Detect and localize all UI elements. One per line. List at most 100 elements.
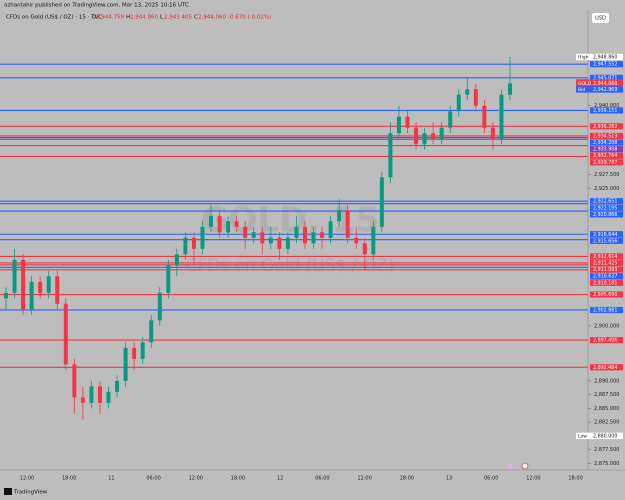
level-label: 2,930.787 [593,160,617,166]
y-tick-label: 2,887.500 [594,392,619,398]
candle-body [260,232,265,244]
candle-body [132,347,137,359]
legend: CFDs on Gold (US$ / OZ) · 15 · TVC O 2,94… [6,15,271,21]
level-label: 2,922.195 [593,205,617,211]
level-label-box [590,337,623,344]
price-tag-label: 2,944.060 [593,81,617,87]
level-label: 2,905.690 [593,292,617,298]
x-tick-label: 13 [446,476,452,482]
level-label: 2,936.262 [593,124,617,130]
price-tag-box [576,80,623,87]
x-tick-label: 12 [277,476,283,482]
currency[interactable]: USD [595,16,606,22]
level-label-box [590,146,623,153]
candle-body [21,259,26,310]
x-tick-label: 06:00 [315,476,329,482]
candle-body [12,259,17,293]
publisher: azhantahir published on TradingView.com,… [4,3,189,9]
price-tag-name: High [578,54,589,60]
candle-body [140,342,145,359]
level-label: 2,933.908 [593,147,617,153]
ohlc-value: 2,944.860 [130,15,158,21]
x-tick-label: 18:00 [62,476,76,482]
candle-body [508,83,512,95]
level-label: 2,922.651 [593,199,617,205]
level-label-box [590,74,623,81]
level-label-box [590,237,623,244]
candle-body [89,386,94,403]
logo [4,488,12,495]
level-label: 2,916.644 [593,232,617,238]
candle-body [379,177,384,227]
candle-body [268,237,273,244]
level-label-box [590,291,623,298]
y-tick-label: 2,875.000 [594,461,619,467]
candle-body [456,94,461,112]
event-icon[interactable] [507,463,513,469]
ohlc-key: O [92,15,97,21]
candle-body [396,116,401,134]
y-tick-label: 2,877.500 [594,447,619,453]
candle-body [320,232,325,238]
candle-body [422,133,427,145]
plot [0,56,588,420]
y-tick-label: 2,927.500 [594,172,619,178]
candle-body [473,89,478,106]
level-label: 2,910.637 [593,274,617,280]
level-label-box [590,231,623,238]
level-label-box [590,364,623,371]
candle-body [226,221,231,233]
candle-body [285,237,290,249]
candle-body [4,292,8,299]
level-label: 2,939.151 [593,108,617,114]
level-label-box [590,159,623,166]
watermark-sub: CFDs on Gold (US$ / OZ) [186,256,395,276]
level-label: 2,915.656 [593,238,617,244]
ohlc-value: 2,944.759 [96,15,124,21]
level-label-box [590,61,623,68]
level-label: 2,912.614 [593,254,617,260]
y-tick-label: 2,890.000 [594,378,619,384]
level-label: 2,892.464 [593,365,617,371]
ohlc-value: 2,943.405 [164,15,192,21]
candle-body [482,105,487,128]
candle-body [388,133,393,178]
price-tag-name: Low [578,433,587,439]
level-label-box [590,273,623,280]
level-label-box [590,107,623,114]
price-tag-name: Bid [578,87,585,93]
x-tick-label: 11 [108,476,114,482]
candle-body [251,232,256,238]
x-tick-label: 12:00 [20,476,34,482]
candle-body [174,254,179,266]
change: -0.670 (-0.02%) [228,15,271,21]
symbol: CFDs on Gold (US$ / OZ) · 15 · TVC [6,15,102,21]
candle-body [200,226,205,249]
candle-body [46,276,51,293]
candle-body [302,226,307,244]
currency-button[interactable] [592,13,609,23]
level-label-box [590,253,623,260]
candle-body [97,386,102,403]
candle-body [80,397,85,403]
event-icon[interactable] [521,462,529,470]
level-label-box [590,204,623,211]
candle-body [29,281,34,310]
candle-body [345,210,350,238]
level-label-box [590,211,623,218]
candle-body [465,89,470,95]
candle-body [217,215,222,233]
level-label: 2,911.425 [593,261,617,267]
level-label: 2,934.513 [593,133,617,139]
candle-body [123,347,128,381]
candle-body [72,364,77,398]
candle-body [63,303,68,365]
level-label-box [590,139,623,146]
level-label: 2,911.093 [593,267,617,273]
candle-body [414,127,419,145]
level-label-box [590,152,623,159]
candle-body [294,226,299,238]
level-label: 2,902.881 [593,307,617,313]
level-label-box [590,123,623,130]
candle-body [209,215,214,227]
